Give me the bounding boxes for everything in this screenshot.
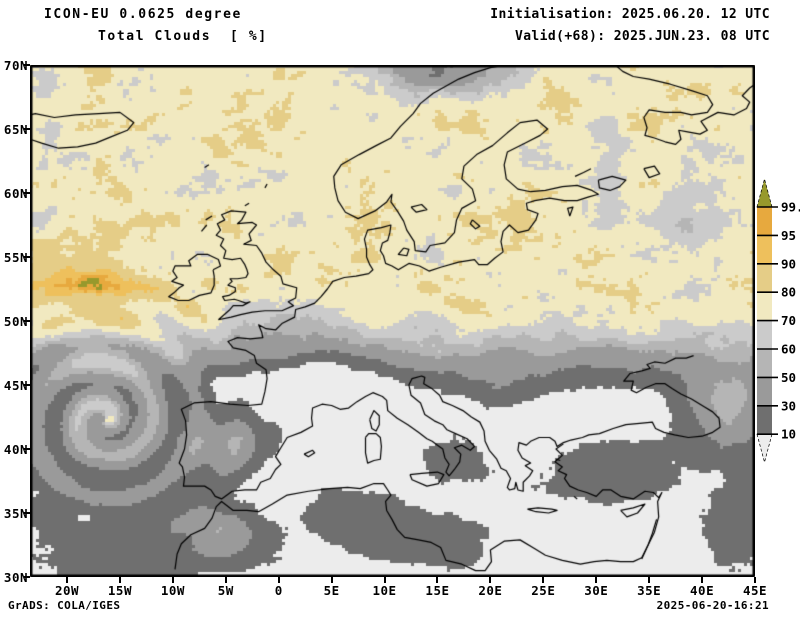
lat-tick (24, 576, 30, 578)
lon-tick (383, 577, 386, 583)
lat-tick (24, 64, 30, 66)
lon-tick (542, 577, 545, 583)
lon-tick (277, 577, 280, 583)
lon-tick-label: 5W (217, 583, 234, 598)
lon-tick (489, 577, 492, 583)
grads-credit: GrADS: COLA/IGES (8, 599, 121, 612)
colorbar-segment (757, 405, 772, 435)
colorbar-segment (757, 320, 772, 349)
colorbar-tick-label: 99.5 (781, 200, 800, 215)
lat-tick-label: 55N (3, 249, 28, 265)
lon-tick-label: 15E (425, 583, 450, 598)
colorbar-segment (757, 377, 772, 406)
colorbar-tick-label: 70 (781, 313, 796, 328)
lon-tick (330, 577, 333, 583)
lat-tick-label: 45N (3, 377, 28, 393)
colorbar-segment (757, 263, 772, 293)
lat-tick-label: 35N (3, 505, 28, 521)
creation-timestamp: 2025-06-20-16:21 (656, 599, 769, 612)
lat-tick-label: 70N (3, 57, 28, 73)
lat-tick (24, 320, 30, 322)
map-area (30, 65, 755, 577)
colorbar-top-cap (756, 177, 773, 208)
colorbar-segment (757, 349, 772, 378)
colorbar-bottom-cap (756, 433, 773, 464)
colorbar-tick-label: 50 (781, 370, 796, 385)
colorbar-tick-label: 60 (781, 342, 796, 357)
colorbar-tick-label: 90 (781, 256, 796, 271)
lon-tick-label: 30E (584, 583, 609, 598)
lat-tick (24, 256, 30, 258)
colorbar-tick-label: 80 (781, 285, 796, 300)
colorbar-segment (757, 235, 772, 264)
product-title: Total Clouds [ %] (98, 29, 268, 44)
lon-tick (171, 577, 174, 583)
lon-tick-label: 10W (160, 583, 185, 598)
lon-tick-label: 25E (531, 583, 556, 598)
lon-tick (436, 577, 439, 583)
lat-tick-label: 30N (3, 569, 28, 585)
lon-tick-label: 0 (274, 583, 283, 598)
lon-tick-label: 20W (54, 583, 80, 598)
colorbar-segment (757, 207, 772, 236)
model-title: ICON-EU 0.0625 degree (44, 7, 242, 22)
lon-tick-label: 15W (107, 583, 132, 598)
lon-tick (118, 577, 121, 583)
lat-tick-label: 50N (3, 313, 28, 329)
lat-tick-label: 60N (3, 185, 28, 201)
initialisation-time: Initialisation: 2025.06.20. 12 UTC (490, 7, 770, 22)
lon-tick-label: 40E (690, 583, 715, 598)
colorbar: 99.5 95 90 80 70 60 50 30 10 (756, 177, 800, 464)
lon-tick (701, 577, 704, 583)
lat-tick (24, 192, 30, 194)
cloud-cover-map-canvas (30, 65, 755, 577)
lat-tick (24, 512, 30, 514)
lon-tick (648, 577, 651, 583)
colorbar-tick-label: 10 (781, 427, 796, 442)
lon-tick-label: 20E (478, 583, 503, 598)
lon-tick-label: 45E (742, 583, 768, 598)
lon-tick-label: 5E (323, 583, 340, 598)
lat-tick-label: 65N (3, 121, 28, 137)
lon-tick (224, 577, 227, 583)
lon-tick-label: 10E (372, 583, 397, 598)
lat-tick (24, 384, 30, 386)
lat-tick (24, 128, 30, 130)
lat-tick (24, 448, 30, 450)
colorbar-tick-label: 95 (781, 228, 796, 243)
lat-tick-label: 40N (3, 441, 28, 457)
lon-tick-label: 35E (637, 583, 662, 598)
colorbar-segment (757, 292, 772, 321)
colorbar-tick-label: 30 (781, 398, 796, 413)
lon-tick (754, 577, 756, 583)
valid-time: Valid(+68): 2025.JUN.23. 08 UTC (514, 29, 770, 44)
lon-tick (66, 577, 69, 583)
lon-tick (595, 577, 598, 583)
